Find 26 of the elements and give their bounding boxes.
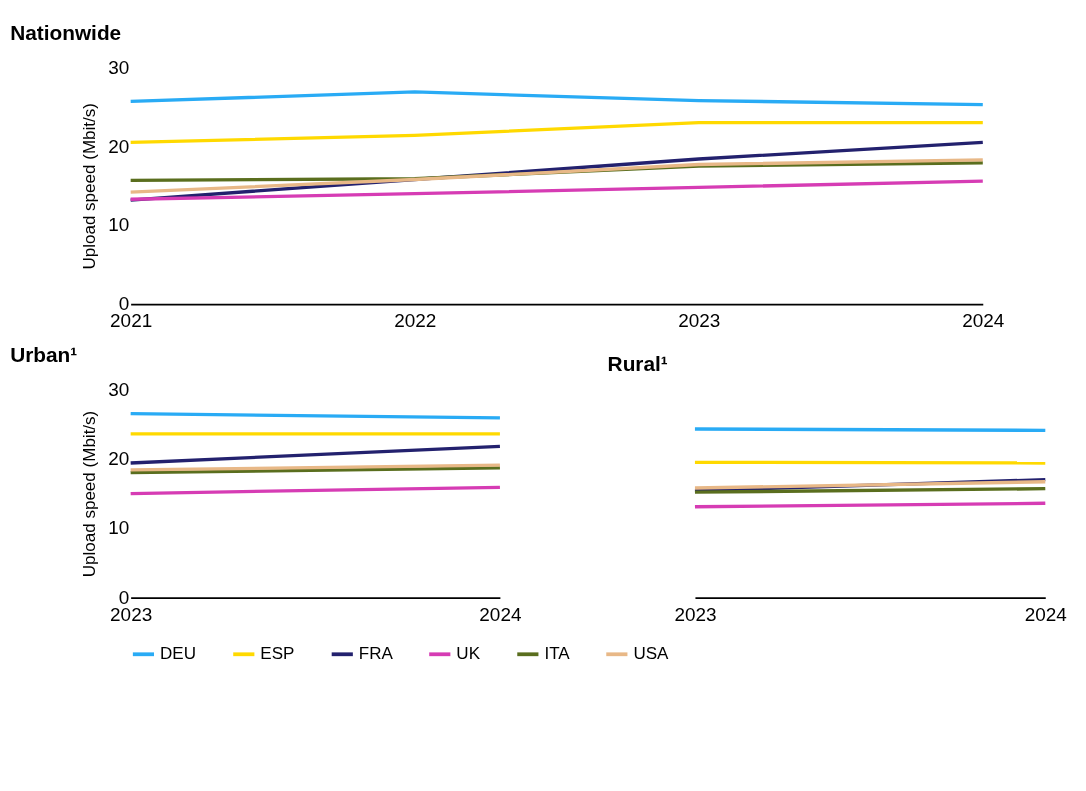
legend-label: UK	[456, 644, 481, 663]
y-tick-label: 30	[108, 56, 130, 78]
y-tick-label: 20	[108, 447, 130, 469]
y-tick-label: 10	[108, 517, 130, 539]
line-series	[129, 90, 985, 107]
line-series	[129, 158, 985, 194]
y-tick-label: 30	[108, 378, 130, 400]
legend-label: FRA	[358, 644, 394, 663]
chart-title: Nationwide	[10, 21, 122, 45]
line-series	[129, 179, 985, 201]
y-axis-title: Upload speed (Mbit/s)	[79, 103, 99, 270]
x-tick-label: 2022	[394, 310, 437, 332]
legend-label: ESP	[260, 644, 295, 663]
chart-title: Urban¹	[10, 342, 78, 366]
y-tick-label: 10	[108, 214, 130, 236]
x-tick-label: 2023	[674, 603, 717, 625]
legend-label: USA	[633, 644, 670, 663]
y-axis-title: Upload speed (Mbit/s)	[79, 410, 99, 578]
x-tick-label: 2024	[479, 603, 522, 625]
y-tick-label: 20	[108, 135, 130, 157]
chart-title: Rural¹	[607, 352, 668, 376]
x-tick-label: 2023	[678, 310, 721, 332]
x-tick-label: 2024	[962, 310, 1005, 332]
legend-label: DEU	[160, 644, 196, 663]
legend-label: ITA	[544, 644, 571, 663]
x-tick-label: 2024	[1024, 603, 1067, 625]
